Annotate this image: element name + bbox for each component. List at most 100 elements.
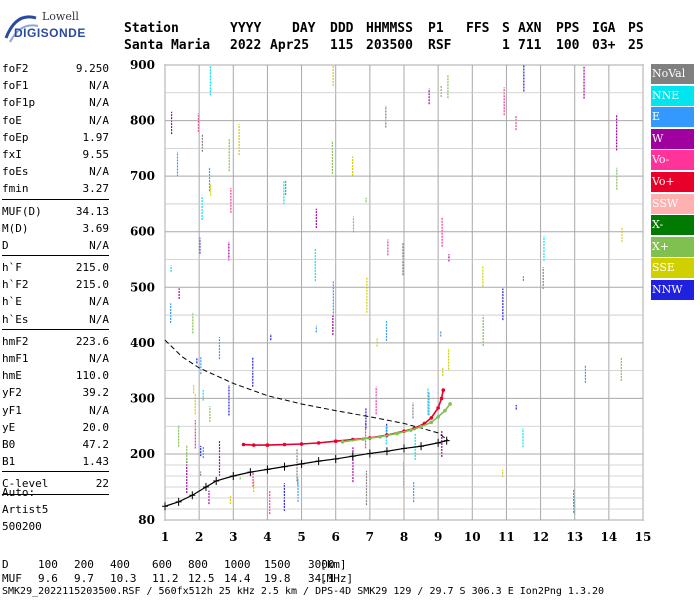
x-tick-label: 5 xyxy=(297,530,305,544)
distance-value: 200 xyxy=(74,558,94,571)
y-tick-label: 700 xyxy=(130,169,155,183)
param-value: N/A xyxy=(89,352,109,365)
dashed-model-curve xyxy=(164,339,449,442)
auto-artist: Artist5 xyxy=(2,503,49,516)
param-row: foEs N/A xyxy=(2,163,109,180)
distance-value: 400 xyxy=(110,558,130,571)
x-tick-label: 7 xyxy=(366,530,374,544)
legend-x: X+ xyxy=(651,236,694,257)
param-row: fmin 3.27 xyxy=(2,180,109,197)
header-value-0: Santa Maria xyxy=(124,38,211,53)
param-row: D N/A xyxy=(2,237,109,254)
ionogram-chart: 1 2 3 4 5 6 7 8 9 10 11 12 13 14 158020030040050060070… xyxy=(130,58,652,544)
param-row: MUF(D) 34.13 xyxy=(2,203,109,220)
param-divider xyxy=(2,255,109,257)
y-tick-label: 80 xyxy=(138,513,155,527)
param-row: C-level 22 xyxy=(2,475,109,492)
header-label-9: PPS xyxy=(556,21,580,36)
param-label: yF1 xyxy=(2,403,22,417)
x-tick-label: 15 xyxy=(635,530,652,544)
header-label-3: DDD xyxy=(330,21,354,36)
param-row: foE N/A xyxy=(2,112,109,129)
param-row: yF2 39.2 xyxy=(2,384,109,401)
header-value-4: 203500 xyxy=(366,38,413,53)
param-value: 34.13 xyxy=(75,204,109,218)
param-row: h`F2 215.0 xyxy=(2,276,109,293)
param-divider xyxy=(2,493,109,495)
x-tick-label: 6 xyxy=(332,530,340,544)
param-label: h`F2 xyxy=(2,278,29,292)
param-row: hmF2 223.6 xyxy=(2,333,109,350)
param-label: foF1 xyxy=(2,79,29,93)
param-value: N/A xyxy=(89,295,109,309)
param-value: 1.97 xyxy=(82,130,110,144)
header-value-7: 1 xyxy=(502,38,510,53)
x-tick-label: 10 xyxy=(464,530,481,544)
x-tick-label: 3 xyxy=(229,530,237,544)
param-value: 110.0 xyxy=(75,369,109,383)
param-value: N/A xyxy=(89,79,109,93)
param-row: h`F 215.0 xyxy=(2,259,109,276)
param-value: 215.0 xyxy=(75,278,109,292)
header-value-3: 115 xyxy=(330,38,354,53)
logo-line1: Lowell xyxy=(42,10,79,23)
param-label: yE xyxy=(2,420,16,434)
distance-label: D xyxy=(2,558,9,571)
legend-x: X- xyxy=(651,215,694,236)
y-tick-label: 600 xyxy=(130,225,155,239)
distance-value: 800 xyxy=(188,558,208,571)
muf-value: 10.3 xyxy=(110,572,137,585)
param-label: hmE xyxy=(2,369,22,383)
param-row: foF1 N/A xyxy=(2,77,109,94)
param-value: 47.2 xyxy=(82,437,110,451)
header-value-5: RSF xyxy=(428,38,452,53)
distance-value: 3000 xyxy=(308,558,335,571)
muf-value: 14.4 xyxy=(224,572,251,585)
param-value: N/A xyxy=(89,312,109,326)
legend-e: E xyxy=(651,107,694,128)
param-row: M(D) 3.69 xyxy=(2,220,109,237)
param-label: D xyxy=(2,238,9,252)
distance-value: 100 xyxy=(38,558,58,571)
param-label: M(D) xyxy=(2,221,29,235)
param-label: fxI xyxy=(2,147,22,161)
legend-nnw: NNW xyxy=(651,279,694,300)
param-divider xyxy=(2,328,109,330)
y-tick-label: 500 xyxy=(130,280,155,294)
muf-value: 9.6 xyxy=(38,572,58,585)
x-tick-label: 9 xyxy=(434,530,442,544)
param-value: N/A xyxy=(89,403,109,417)
muf-value: 11.2 xyxy=(152,572,179,585)
header-value-8: 711 xyxy=(518,38,542,53)
param-label: foE xyxy=(2,113,22,127)
param-value: 3.69 xyxy=(82,221,110,235)
header-label-7: S xyxy=(502,21,510,36)
header-value-9: 100 xyxy=(556,38,580,53)
param-row: h`Es N/A xyxy=(2,311,109,328)
param-row: B0 47.2 xyxy=(2,436,109,453)
header-label-4: HHMMSS xyxy=(366,21,413,36)
x-tick-label: 11 xyxy=(498,530,515,544)
param-label: B1 xyxy=(2,455,16,469)
param-value: 1.43 xyxy=(82,455,110,469)
param-label: foEs xyxy=(2,165,29,179)
y-tick-label: 200 xyxy=(130,447,155,461)
param-row: h`E N/A xyxy=(2,293,109,310)
param-row: foEp 1.97 xyxy=(2,129,109,146)
param-row: hmF1 N/A xyxy=(2,350,109,367)
y-tick-label: 300 xyxy=(130,391,155,405)
param-label: h`F xyxy=(2,261,22,275)
x-tick-label: 14 xyxy=(601,530,618,544)
y-tick-label: 900 xyxy=(130,58,155,72)
muf-value: 12.5 xyxy=(188,572,215,585)
param-value: 9.55 xyxy=(82,147,110,161)
header-label-11: PS xyxy=(628,21,644,36)
param-value: 9.250 xyxy=(75,62,109,75)
param-label: yF2 xyxy=(2,386,22,400)
param-row: fxI 9.55 xyxy=(2,146,109,163)
logo-mark-icon xyxy=(4,15,39,43)
param-row: foF2 9.250 xyxy=(2,60,109,77)
y-tick-label: 800 xyxy=(130,114,155,128)
header-label-8: AXN xyxy=(518,21,542,36)
param-row: foF1p N/A xyxy=(2,94,109,111)
